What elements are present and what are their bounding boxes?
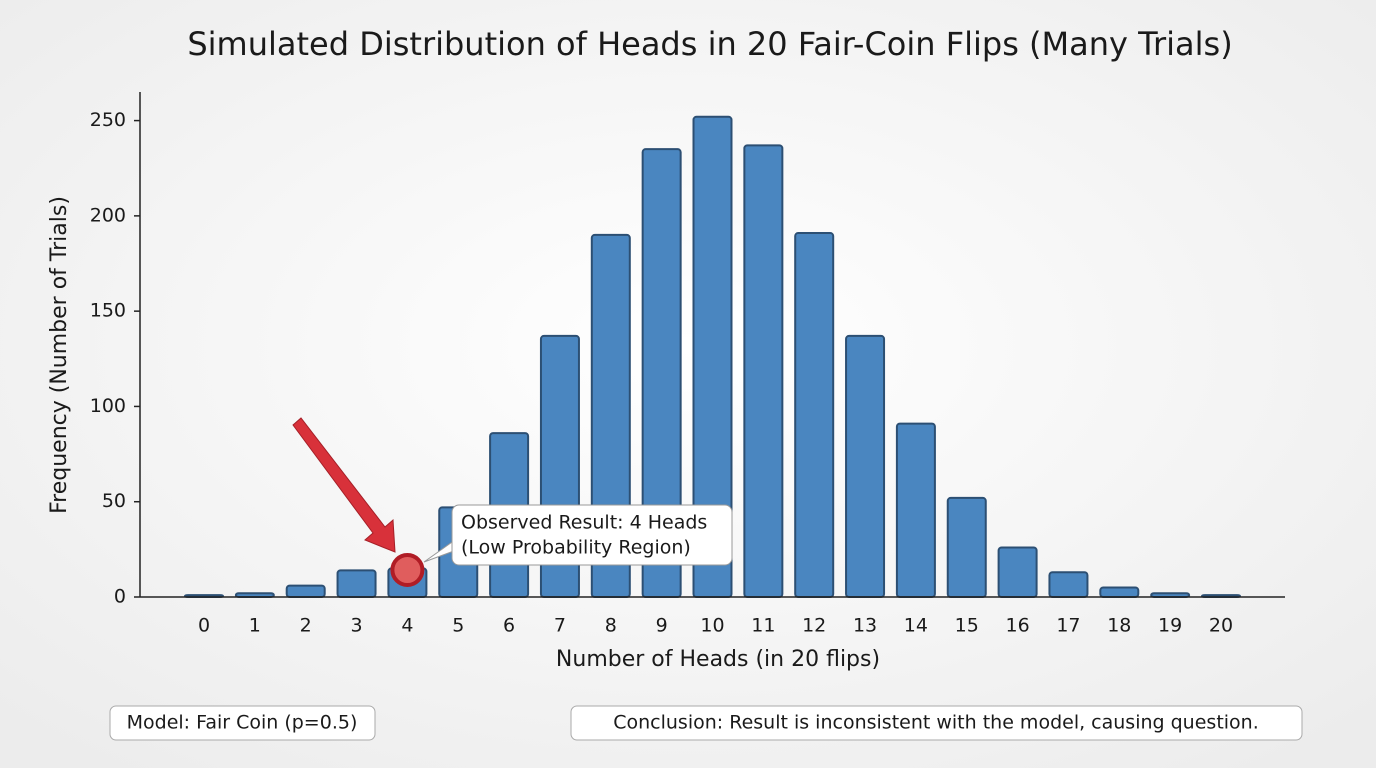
note-box bbox=[109, 705, 376, 741]
bar bbox=[845, 334, 886, 598]
bar bbox=[946, 496, 987, 599]
x-tick-label: 4 bbox=[401, 615, 413, 637]
note-box bbox=[570, 705, 1303, 741]
bar bbox=[895, 422, 936, 598]
bar bbox=[336, 569, 377, 598]
y-tick-label: 100 bbox=[90, 395, 126, 417]
model-note: Model: Fair Coin (p=0.5) bbox=[127, 712, 358, 734]
y-tick-label: 250 bbox=[90, 109, 126, 131]
x-tick-label: 1 bbox=[249, 615, 261, 637]
x-tick-label: 14 bbox=[904, 615, 928, 637]
x-tick-label: 7 bbox=[554, 615, 566, 637]
x-tick-label: 3 bbox=[351, 615, 363, 637]
y-tick-label: 200 bbox=[90, 204, 126, 226]
x-tick-label: 15 bbox=[955, 615, 979, 637]
x-tick-label: 10 bbox=[700, 615, 724, 637]
pointer-cover bbox=[453, 532, 465, 552]
x-tick-label: 8 bbox=[605, 615, 617, 637]
bar bbox=[1048, 571, 1089, 599]
x-tick-label: 0 bbox=[198, 615, 210, 637]
y-tick-label: 150 bbox=[90, 300, 126, 322]
observed-marker bbox=[390, 553, 425, 587]
x-tick-label: 20 bbox=[1209, 615, 1233, 637]
y-tick-label: 50 bbox=[102, 490, 126, 512]
chart-title: Simulated Distribution of Heads in 20 Fa… bbox=[187, 25, 1232, 63]
conclusion-note: Conclusion: Result is inconsistent with … bbox=[613, 712, 1259, 734]
annotation-box bbox=[451, 504, 733, 566]
x-tick-label: 2 bbox=[300, 615, 312, 637]
y-axis-label: Frequency (Number of Trials) bbox=[47, 196, 72, 514]
x-tick-label: 18 bbox=[1107, 615, 1131, 637]
bar bbox=[743, 144, 784, 598]
x-tick-label: 5 bbox=[452, 615, 464, 637]
x-tick-label: 9 bbox=[656, 615, 668, 637]
annotation-line: (Low Probability Region) bbox=[461, 537, 691, 559]
x-tick-label: 11 bbox=[751, 615, 775, 637]
y-tick-label: 0 bbox=[114, 586, 126, 608]
x-tick-label: 12 bbox=[802, 615, 826, 637]
bar bbox=[794, 232, 835, 599]
x-tick-label: 6 bbox=[503, 615, 515, 637]
bar bbox=[1099, 586, 1140, 598]
x-tick-label: 17 bbox=[1056, 615, 1080, 637]
annotation-line: Observed Result: 4 Heads bbox=[461, 512, 707, 534]
x-axis-label: Number of Heads (in 20 flips) bbox=[556, 647, 880, 672]
bar bbox=[285, 584, 326, 599]
x-tick-label: 19 bbox=[1158, 615, 1182, 637]
x-tick-label: 16 bbox=[1006, 615, 1030, 637]
bar bbox=[997, 546, 1038, 598]
x-tick-label: 13 bbox=[853, 615, 877, 637]
arrow bbox=[292, 417, 396, 553]
